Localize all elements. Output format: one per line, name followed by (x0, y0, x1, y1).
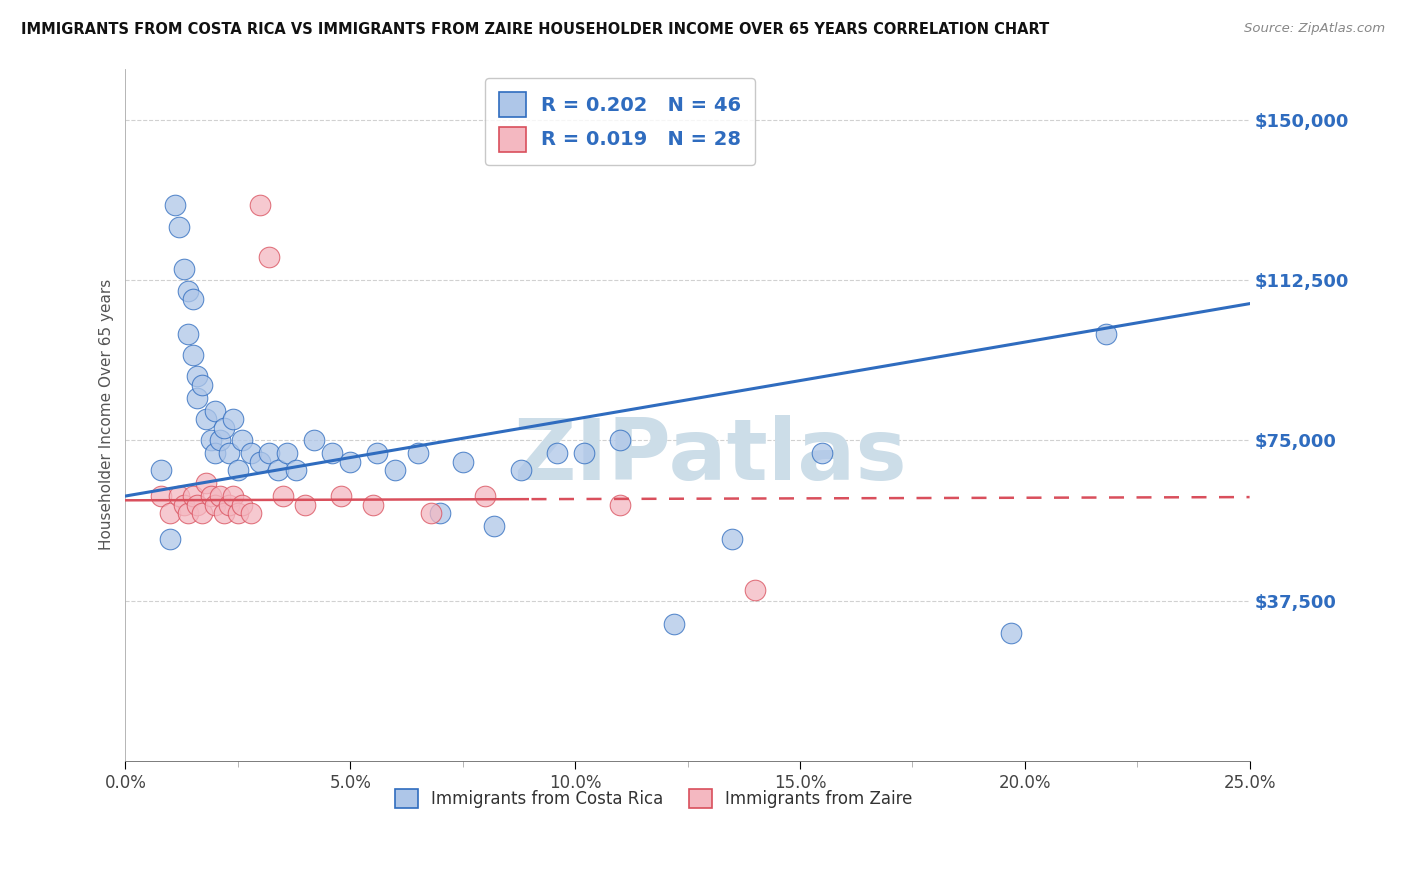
Point (150, 463, 173, 477)
Point (259, 446, 281, 460)
Point (609, 498, 631, 512)
Point (173, 262, 195, 277)
Point (181, 348, 204, 362)
Point (267, 463, 290, 477)
Point (811, 446, 834, 460)
Point (271, 489, 294, 503)
Point (173, 498, 195, 512)
Point (169, 489, 191, 503)
Point (191, 506, 214, 520)
Point (186, 391, 208, 405)
Point (181, 489, 204, 503)
Text: Source: ZipAtlas.com: Source: ZipAtlas.com (1244, 22, 1385, 36)
Point (609, 434, 631, 448)
Point (218, 446, 240, 460)
Point (169, 219, 191, 234)
Point (451, 455, 474, 469)
Point (366, 446, 388, 460)
Point (177, 284, 200, 298)
Point (240, 506, 263, 520)
Point (186, 369, 208, 384)
Point (546, 446, 568, 460)
Point (208, 434, 231, 448)
Point (304, 434, 326, 448)
Point (218, 498, 240, 512)
Point (204, 403, 226, 417)
Point (231, 498, 253, 512)
Point (330, 489, 353, 503)
Point (321, 446, 343, 460)
Point (181, 293, 204, 307)
Text: ZIPatlas: ZIPatlas (513, 415, 907, 498)
Point (276, 446, 298, 460)
Point (208, 489, 231, 503)
Point (662, 617, 685, 632)
Point (159, 506, 181, 520)
Point (177, 506, 200, 520)
Point (420, 506, 443, 520)
Point (1000, 625, 1022, 640)
Point (195, 412, 218, 426)
Point (222, 412, 245, 426)
Point (406, 446, 429, 460)
Point (150, 489, 173, 503)
Point (285, 463, 308, 477)
Point (240, 446, 263, 460)
Point (200, 489, 222, 503)
Text: IMMIGRANTS FROM COSTA RICA VS IMMIGRANTS FROM ZAIRE HOUSEHOLDER INCOME OVER 65 Y: IMMIGRANTS FROM COSTA RICA VS IMMIGRANTS… (21, 22, 1049, 37)
Point (159, 532, 181, 546)
Point (191, 377, 214, 392)
Point (361, 498, 384, 512)
Point (482, 519, 505, 533)
Point (339, 455, 361, 469)
Point (572, 446, 595, 460)
Point (163, 198, 186, 212)
Point (204, 446, 226, 460)
Point (249, 198, 271, 212)
Point (214, 420, 236, 434)
Point (721, 532, 744, 546)
Point (474, 489, 496, 503)
Point (226, 463, 249, 477)
Point (214, 506, 236, 520)
Point (186, 498, 208, 512)
Point (510, 463, 533, 477)
Point (200, 434, 222, 448)
Point (744, 583, 766, 598)
Point (204, 498, 226, 512)
Point (195, 476, 218, 491)
Point (177, 326, 200, 341)
Point (384, 463, 406, 477)
Point (226, 506, 249, 520)
Legend: Immigrants from Costa Rica, Immigrants from Zaire: Immigrants from Costa Rica, Immigrants f… (388, 782, 920, 815)
Point (259, 250, 281, 264)
Point (1094, 326, 1116, 341)
Point (429, 506, 451, 520)
Point (222, 489, 245, 503)
Point (294, 498, 316, 512)
Y-axis label: Householder Income Over 65 years: Householder Income Over 65 years (100, 279, 114, 550)
Point (231, 434, 253, 448)
Point (249, 455, 271, 469)
